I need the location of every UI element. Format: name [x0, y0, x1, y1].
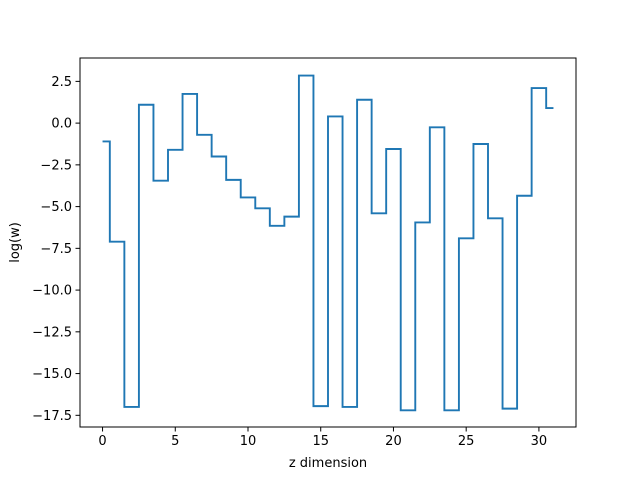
label-layer: 0 5 10 15 20 25 30 2.5 0.0 −2.5 −5.0 −7.5 −10.0 −12.5… [8, 75, 547, 471]
x-tick-label: 30 [531, 434, 548, 449]
x-tick-label: 10 [240, 434, 257, 449]
x-tick-label: 0 [98, 434, 106, 449]
y-tick-label: 0.0 [51, 117, 72, 132]
x-tick-label: 20 [385, 434, 402, 449]
y-tick-label: −2.5 [40, 158, 72, 173]
y-tick-label: −5.0 [40, 200, 72, 215]
series-line [102, 74, 554, 412]
y-tick-label: −7.5 [40, 242, 72, 257]
y-tick-label: −17.5 [32, 409, 72, 424]
y-axis-label: log(w) [8, 222, 23, 263]
x-tick-label: 5 [171, 434, 179, 449]
x-axis-label: z dimension [289, 456, 367, 471]
plot-layer [80, 58, 576, 427]
axes-frame [79, 57, 577, 428]
y-tick-label: 2.5 [51, 75, 72, 90]
y-tick-label: −10.0 [32, 284, 72, 299]
x-tick-label: 15 [312, 434, 329, 449]
x-tick-label: 25 [458, 434, 475, 449]
axes-layer [75, 57, 577, 432]
y-tick-label: −12.5 [32, 325, 72, 340]
y-tick-label: −15.0 [32, 367, 72, 382]
